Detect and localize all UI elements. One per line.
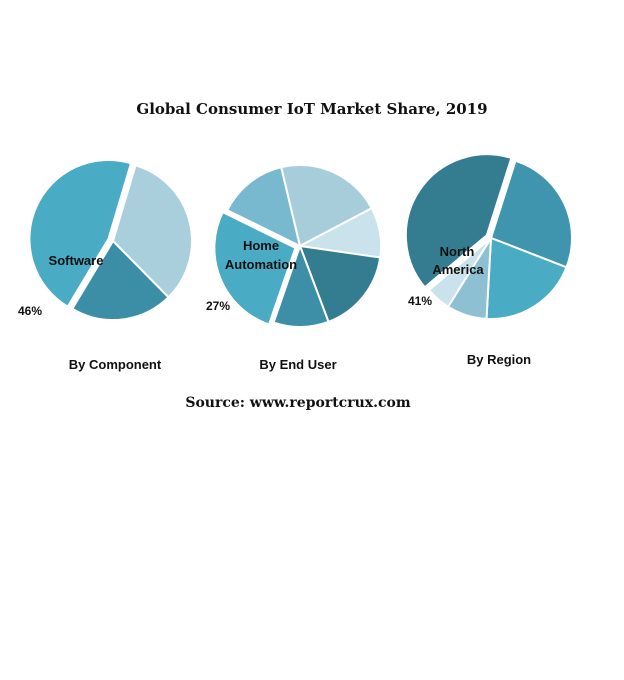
pie-slice-3 — [70, 239, 170, 321]
slice-label-software: Software — [49, 253, 104, 268]
slice-label-home: Home — [243, 238, 279, 253]
percent-label: 46% — [18, 304, 42, 318]
pie-slice-3 — [485, 236, 568, 320]
slice-label-north: North — [440, 244, 475, 259]
slice-label-america: America — [432, 262, 484, 277]
pie-slices — [28, 158, 193, 321]
pie-slice-5 — [298, 244, 382, 324]
pie-slice-1 — [404, 153, 513, 289]
pie-slice-6 — [272, 243, 330, 328]
pie-slice-2 — [111, 164, 193, 299]
chart-title: Global Consumer IoT Market Share, 2019 — [136, 100, 488, 118]
pie-slice-2 — [489, 159, 573, 269]
pie-by-region: North America 41% By Region — [404, 153, 573, 367]
pie-slice-2 — [225, 166, 302, 248]
slice-label-automation: Automation — [225, 257, 297, 272]
caption-by-component: By Component — [69, 357, 162, 372]
pie-by-component: Software 46% By Component — [18, 158, 193, 372]
source-note: Source: www.reportcrux.com — [185, 395, 411, 411]
caption-by-region: By Region — [467, 352, 531, 367]
pie-by-end-user: Home Automation 27% By End User — [206, 164, 382, 372]
pie-slices — [404, 153, 573, 320]
pie-slice-1 — [213, 210, 297, 326]
pie-slice-1 — [28, 158, 133, 309]
pie-slices — [213, 164, 382, 328]
pie-slice-5 — [427, 237, 492, 309]
percent-label: 27% — [206, 299, 230, 313]
caption-by-end-user: By End User — [259, 357, 336, 372]
pie-slice-3 — [280, 164, 374, 248]
percent-label: 41% — [408, 294, 432, 308]
